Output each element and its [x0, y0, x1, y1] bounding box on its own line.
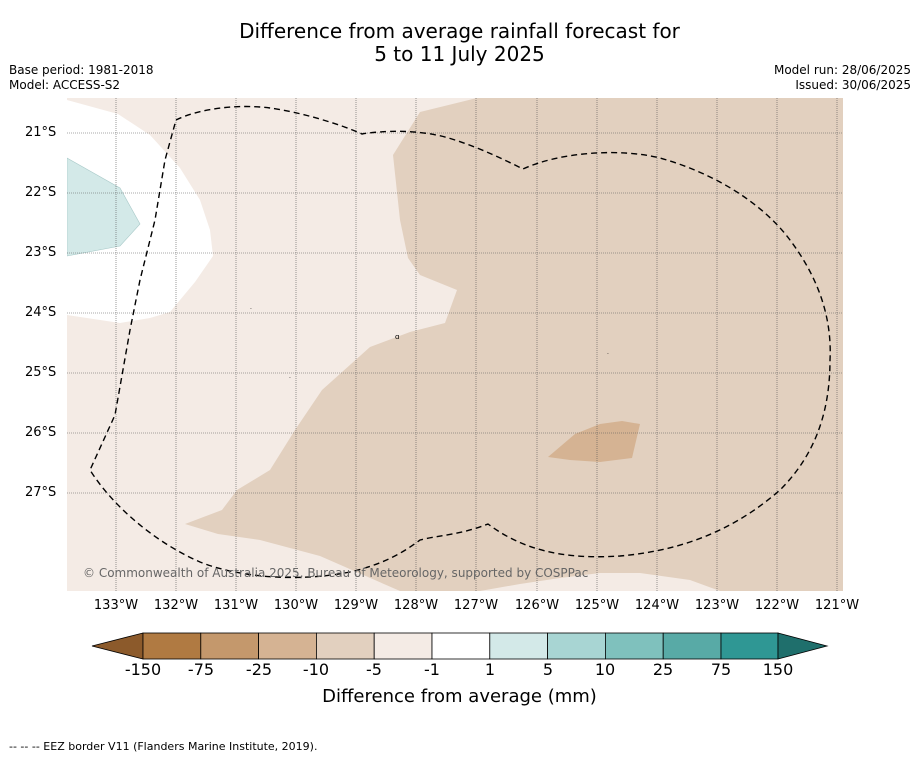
lon-label: 123°W	[694, 598, 740, 613]
lat-label: 25°S	[25, 365, 57, 380]
lon-label: 121°W	[814, 598, 860, 613]
island-marker-3: ·	[289, 375, 291, 382]
base-period-text: Base period: 1981-2018	[9, 63, 154, 77]
colorbar-tick-label: 75	[710, 660, 732, 679]
lon-label: 133°W	[93, 598, 139, 613]
colorbar-tick-label: -75	[187, 660, 215, 679]
eez-border	[89, 105, 831, 579]
colorbar-tick-label: -1	[424, 660, 440, 679]
lon-label: 124°W	[634, 598, 680, 613]
model-text: Model: ACCESS-S2	[9, 78, 121, 92]
colorbar-swatch	[605, 632, 664, 660]
lat-label: 26°S	[25, 425, 57, 440]
lon-label: 126°W	[514, 598, 560, 613]
latitude-grid	[67, 132, 843, 494]
colorbar-tick-label: 150	[762, 660, 794, 679]
colorbar-swatch	[489, 632, 548, 660]
colorbar-swatch	[373, 632, 433, 660]
lon-label: 132°W	[153, 598, 199, 613]
colorbar-tick-label: 25	[652, 660, 674, 679]
eez-footnote: -- -- -- EEZ border V11 (Flanders Marine…	[9, 740, 318, 753]
lat-label: 27°S	[25, 485, 57, 500]
colorbar-tick-label: -10	[302, 660, 330, 679]
neutral-region	[67, 98, 213, 323]
colorbar-tick-label: 1	[484, 660, 496, 679]
model-run-text: Model run: 28/06/2025	[773, 63, 911, 77]
lon-label: 125°W	[574, 598, 620, 613]
colorbar-swatch-high-extend	[777, 632, 829, 660]
colorbar-swatch-low-extend	[91, 632, 144, 660]
lat-label: 21°S	[25, 125, 57, 140]
colorbar-swatch	[315, 632, 375, 660]
colorbar-swatch	[200, 632, 260, 660]
colorbar-swatch	[142, 632, 202, 660]
island-marker-2: ɑ	[395, 333, 399, 341]
colorbar-tick-label: -25	[245, 660, 273, 679]
colorbar-title: Difference from average (mm)	[322, 686, 597, 707]
issued-text: Issued: 30/06/2025	[795, 78, 911, 92]
lat-label: 22°S	[25, 185, 57, 200]
colorbar-swatch	[431, 632, 491, 660]
lat-label: 23°S	[25, 245, 57, 260]
drier-region-minus10-to-minus25	[548, 421, 640, 462]
map-title-line-1: Difference from average rainfall forecas…	[239, 19, 680, 43]
colorbar-tick-label: -5	[366, 660, 382, 679]
island-marker-1: ·	[250, 306, 252, 313]
colorbar	[91, 632, 829, 660]
colorbar-swatch	[720, 632, 779, 660]
lon-label: 130°W	[273, 598, 319, 613]
colorbar-tick-label: -150	[124, 660, 162, 679]
wetter-region	[67, 157, 141, 257]
lon-label: 128°W	[393, 598, 439, 613]
lat-label: 24°S	[25, 305, 57, 320]
map-title-line-2: 5 to 11 July 2025	[374, 42, 545, 66]
colorbar-tick-label: 10	[594, 660, 616, 679]
copyright-text: © Commonwealth of Australia 2025, Bureau…	[83, 566, 589, 580]
colorbar-tick-label: 5	[542, 660, 554, 679]
lon-label: 129°W	[333, 598, 379, 613]
colorbar-swatch	[662, 632, 722, 660]
colorbar-swatch	[547, 632, 606, 660]
island-marker-4: ·	[607, 351, 609, 358]
lon-label: 127°W	[453, 598, 499, 613]
colorbar-swatch	[258, 632, 317, 660]
lon-label: 131°W	[213, 598, 259, 613]
lon-label: 122°W	[754, 598, 800, 613]
drier-region-minus5-to-minus10	[185, 98, 843, 591]
